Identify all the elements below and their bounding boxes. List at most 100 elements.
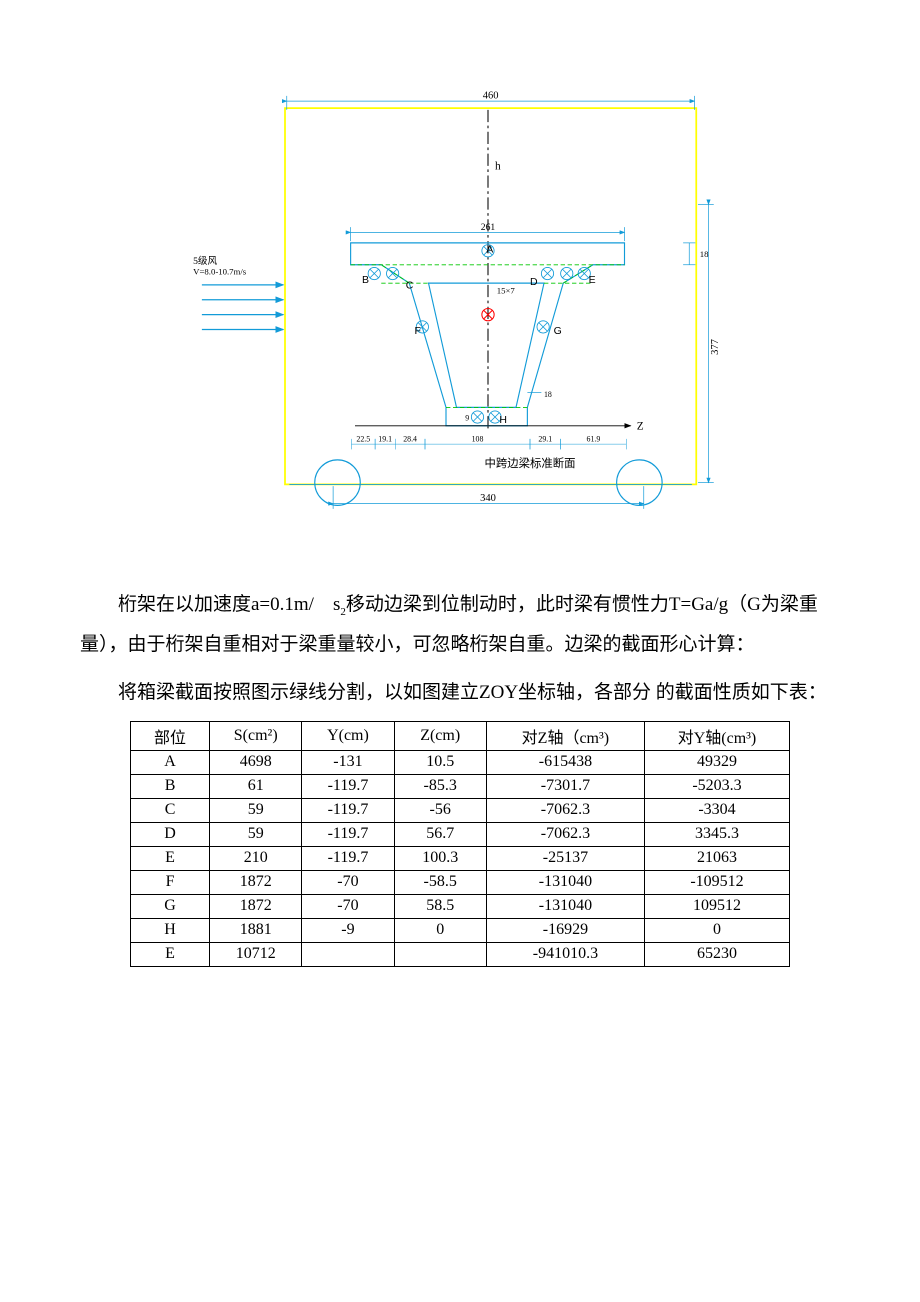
table-cell: -9	[302, 918, 394, 942]
table-cell: 10.5	[394, 750, 486, 774]
table-cell: 3345.3	[644, 822, 789, 846]
label-H: H	[499, 414, 507, 426]
table-header-row: 部位S(cm²)Y(cm)Z(cm)对Z轴（cm³)对Y轴(cm³)	[131, 721, 790, 750]
table-cell: G	[131, 894, 210, 918]
label-E: E	[589, 274, 596, 286]
table-row: A4698-13110.5-61543849329	[131, 750, 790, 774]
table-cell: -7062.3	[486, 798, 644, 822]
cross-section-diagram: 460 377 18 5级风 V=8.0-10.7m/s h 261	[180, 90, 740, 525]
table-cell: -85.3	[394, 774, 486, 798]
table-cell: -25137	[486, 846, 644, 870]
bottom-dims: 22.519.128.410829.161.9	[352, 435, 627, 450]
table-cell: H	[131, 918, 210, 942]
table-cell: -7062.3	[486, 822, 644, 846]
table-row: E10712 -941010.365230	[131, 942, 790, 966]
table-row: C59-119.7-56-7062.3-3304	[131, 798, 790, 822]
wind-label-2: V=8.0-10.7m/s	[193, 266, 247, 276]
wind-arrows	[202, 285, 283, 330]
table-cell: -119.7	[302, 798, 394, 822]
table-cell: 0	[394, 918, 486, 942]
dim-9: 9	[465, 414, 469, 423]
table-cell: -56	[394, 798, 486, 822]
table-row: G1872-7058.5-131040109512	[131, 894, 790, 918]
diagram-svg: 460 377 18 5级风 V=8.0-10.7m/s h 261	[180, 90, 740, 520]
table-cell: 10712	[210, 942, 302, 966]
bot-dim-28.4: 28.4	[403, 435, 417, 444]
bot-dim-22.5: 22.5	[356, 435, 370, 444]
table-header: Z(cm)	[394, 721, 486, 750]
table-cell	[302, 942, 394, 966]
table-cell: -7301.7	[486, 774, 644, 798]
outer-frame	[285, 108, 696, 484]
table-cell: 58.5	[394, 894, 486, 918]
table-cell	[394, 942, 486, 966]
section-properties-table: 部位S(cm²)Y(cm)Z(cm)对Z轴（cm³)对Y轴(cm³) A4698…	[130, 721, 790, 967]
table-cell: E	[131, 846, 210, 870]
z-axis-label: Z	[637, 420, 644, 432]
table-cell: -131	[302, 750, 394, 774]
paragraph-1: 桁架在以加速度a=0.1m/ s2移动边梁到位制动时，此时梁有惯性力T=Ga/g…	[80, 585, 840, 665]
table-cell: 1872	[210, 894, 302, 918]
label-F: F	[415, 325, 421, 337]
dim-small-18: 18	[544, 390, 552, 399]
table-cell: 49329	[644, 750, 789, 774]
label-D: D	[530, 276, 538, 288]
table-row: D59-119.756.7-7062.33345.3	[131, 822, 790, 846]
table-cell: 1872	[210, 870, 302, 894]
table-cell: 65230	[644, 942, 789, 966]
table-row: H1881-90-169290	[131, 918, 790, 942]
table-cell: D	[131, 822, 210, 846]
table-header: S(cm²)	[210, 721, 302, 750]
table-header: 部位	[131, 721, 210, 750]
table-cell: 1881	[210, 918, 302, 942]
table-cell: A	[131, 750, 210, 774]
table-cell: -615438	[486, 750, 644, 774]
bottom-caption: 中跨边梁标准断面	[485, 456, 576, 470]
label-C: C	[406, 279, 414, 291]
table-cell: -119.7	[302, 774, 394, 798]
table-header: 对Z轴（cm³)	[486, 721, 644, 750]
table-cell: 0	[644, 918, 789, 942]
label-G: G	[554, 325, 562, 337]
label-A: A	[486, 244, 493, 256]
table-cell: E	[131, 942, 210, 966]
table-cell: 100.3	[394, 846, 486, 870]
wheel-left	[315, 460, 361, 506]
dim-340-label: 340	[480, 493, 496, 504]
wind-label-1: 5级风	[193, 255, 217, 267]
table-cell: 56.7	[394, 822, 486, 846]
table-cell: -109512	[644, 870, 789, 894]
wheel-right	[617, 460, 663, 506]
table-cell: F	[131, 870, 210, 894]
table-cell: -119.7	[302, 822, 394, 846]
table-header: Y(cm)	[302, 721, 394, 750]
dim-top-label: 460	[483, 91, 499, 102]
table-cell: -5203.3	[644, 774, 789, 798]
table-cell: -119.7	[302, 846, 394, 870]
dim-right-label: 377	[710, 339, 721, 355]
bot-dim-108: 108	[472, 435, 484, 444]
region-labels: A B C D E F G H	[362, 244, 596, 427]
table-cell: -16929	[486, 918, 644, 942]
table-cell: 4698	[210, 750, 302, 774]
table-cell: 109512	[644, 894, 789, 918]
tendon-label: 15×7	[497, 286, 516, 296]
table-cell: C	[131, 798, 210, 822]
table-header: 对Y轴(cm³)	[644, 721, 789, 750]
h-label: h	[495, 160, 501, 172]
bot-dim-61.9: 61.9	[587, 435, 601, 444]
table-cell: 59	[210, 798, 302, 822]
table-cell: -941010.3	[486, 942, 644, 966]
table-cell: 59	[210, 822, 302, 846]
bot-dim-19.1: 19.1	[378, 435, 392, 444]
table-cell: -131040	[486, 894, 644, 918]
table-cell: -58.5	[394, 870, 486, 894]
dim-18-label: 18	[700, 249, 709, 259]
table-row: E210-119.7100.3-2513721063	[131, 846, 790, 870]
paragraph-2: 将箱梁截面按照图示绿线分割，以如图建立ZOY坐标轴，各部分 的截面性质如下表：	[80, 673, 840, 713]
table-cell: -70	[302, 870, 394, 894]
table-cell: 61	[210, 774, 302, 798]
table-cell: -3304	[644, 798, 789, 822]
table-cell: -70	[302, 894, 394, 918]
label-B: B	[362, 274, 369, 286]
